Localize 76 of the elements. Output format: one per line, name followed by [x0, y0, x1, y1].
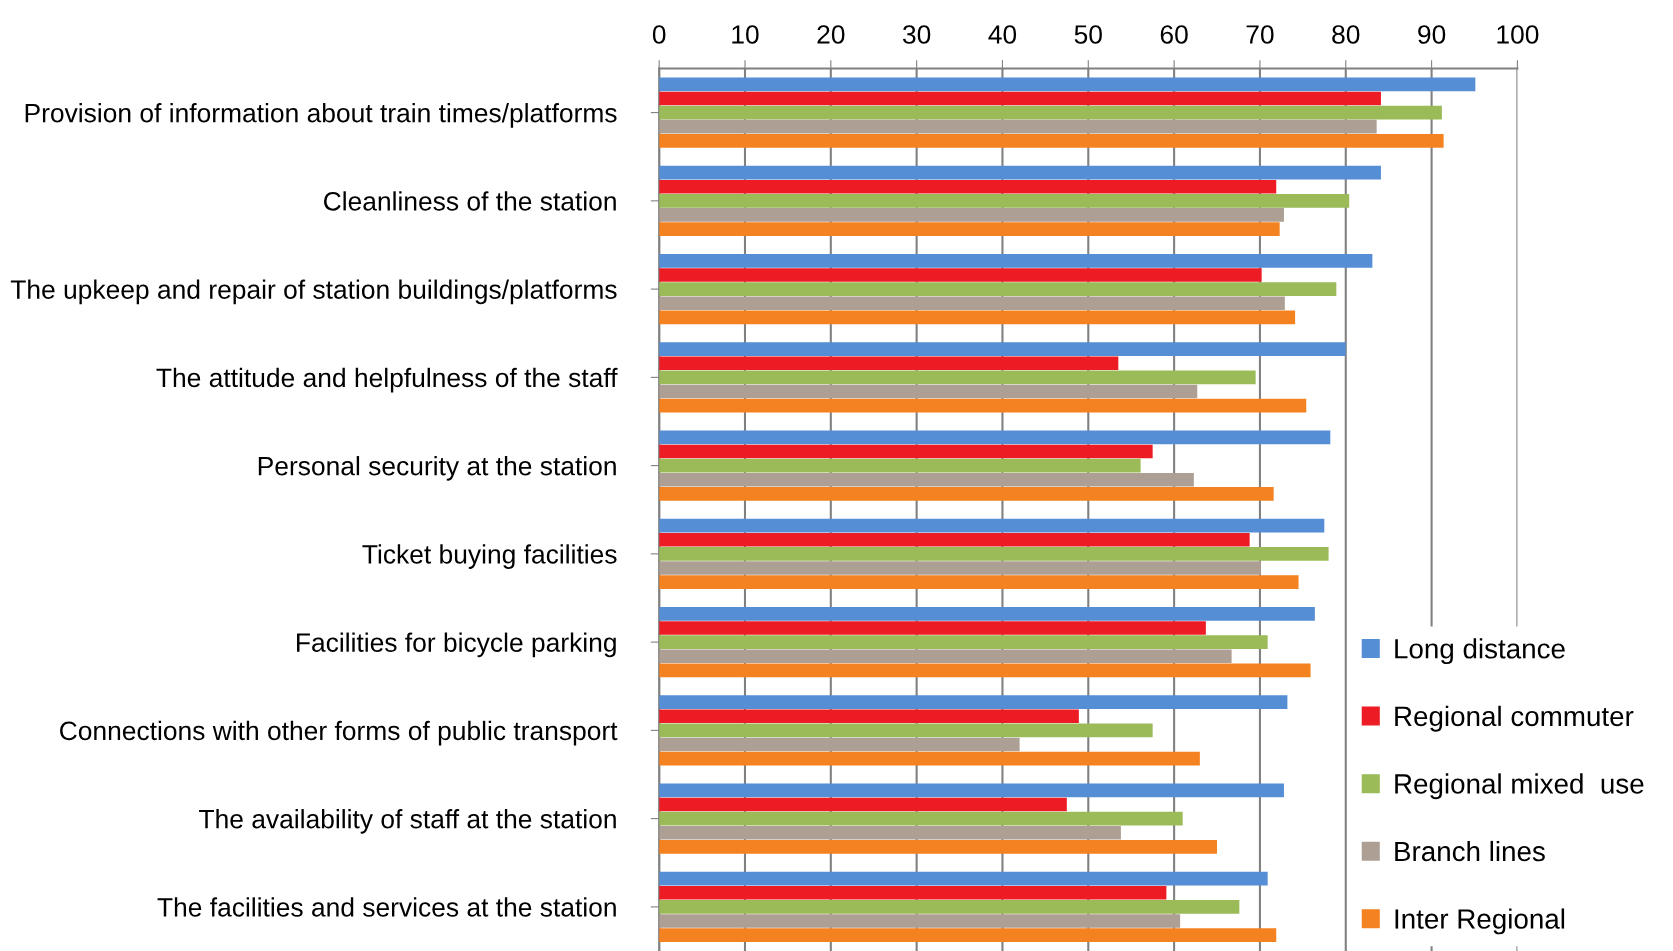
x-tick-label: 90 [1418, 25, 1446, 44]
bar [659, 607, 1315, 621]
legend-label: Inter Regional [1395, 908, 1565, 935]
y-tick-label: Provision of information about train times/platforms [25, 103, 617, 128]
bar [659, 430, 1331, 445]
y-tick-label: The availability of staff at the station [199, 809, 616, 834]
x-tick-label: 10 [732, 25, 759, 44]
legend-label: Long distance [1395, 638, 1565, 665]
bar [659, 444, 1153, 459]
bar [659, 133, 1444, 148]
bar [659, 398, 1307, 413]
legend-label: Regional mixed use [1395, 773, 1644, 800]
legend-label: Regional commuter [1395, 705, 1634, 732]
bar [659, 723, 1153, 738]
y-tick-label: Ticket buying facilities [362, 544, 617, 569]
x-tick-label: 20 [817, 25, 845, 44]
bar [659, 928, 1277, 942]
bar [659, 885, 1167, 900]
bar [659, 695, 1288, 709]
bar [659, 458, 1141, 473]
bar [659, 900, 1240, 914]
bar [659, 472, 1194, 487]
bar [659, 737, 1020, 752]
bar [659, 825, 1121, 840]
y-tick-label: The facilities and services at the station [157, 897, 616, 917]
bar [659, 532, 1250, 547]
bar [659, 356, 1119, 371]
bar [659, 165, 1381, 180]
y-tick-label: Personal security at the station [258, 456, 616, 481]
bar [659, 194, 1350, 208]
x-tick-label: 0 [652, 25, 666, 44]
legend-label: Branch lines [1395, 840, 1545, 862]
y-tick-label: The upkeep and repair of station buildings/platforms [10, 279, 617, 305]
bar [659, 342, 1346, 356]
bar [659, 370, 1256, 385]
bar [659, 709, 1079, 724]
bar [659, 797, 1067, 812]
bar [659, 914, 1181, 928]
bar [659, 222, 1280, 236]
y-tick-label: Cleanliness of the station [324, 191, 616, 211]
bar [659, 518, 1325, 533]
bar [659, 663, 1311, 678]
y-tick-label: Facilities for bicycle parking [297, 632, 616, 658]
x-tick-label: 100 [1497, 25, 1539, 44]
bar [659, 783, 1284, 798]
y-tick-label: Connections with other forms of public transport [60, 720, 618, 746]
bar [659, 487, 1274, 501]
bar [659, 77, 1476, 92]
bar [659, 296, 1285, 311]
bar [659, 179, 1277, 194]
x-tick-label: 40 [988, 25, 1017, 44]
bar [659, 547, 1329, 561]
bar [659, 621, 1206, 635]
x-tick-label: 60 [1160, 25, 1188, 44]
bar [659, 310, 1296, 325]
bar [659, 119, 1377, 134]
bar [659, 871, 1268, 886]
bar [659, 105, 1442, 120]
x-tick-label: 80 [1332, 25, 1360, 44]
x-tick-label: 50 [1074, 25, 1102, 44]
bar [659, 208, 1284, 222]
bar [659, 649, 1232, 664]
bar [659, 254, 1373, 268]
y-tick-label: The attitude and helpfulness of the staff [156, 367, 618, 393]
bar [659, 282, 1337, 296]
bar [659, 384, 1198, 399]
bar [659, 91, 1381, 106]
x-tick-label: 30 [902, 25, 931, 44]
bar [659, 840, 1218, 854]
x-tick-label: 70 [1246, 25, 1274, 44]
bar [659, 268, 1262, 282]
bar [659, 575, 1299, 589]
bar [659, 561, 1261, 575]
bar [659, 751, 1200, 766]
bar [659, 635, 1268, 649]
bar [659, 811, 1183, 826]
